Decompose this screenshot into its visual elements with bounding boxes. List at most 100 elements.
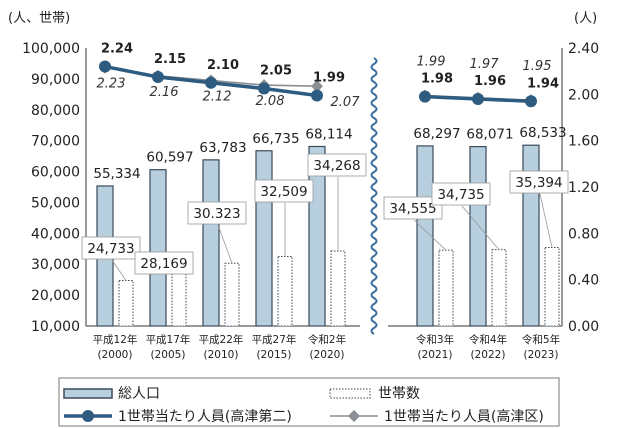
household-callout-box xyxy=(81,236,141,260)
household-bar xyxy=(277,255,293,327)
population-bar xyxy=(416,145,434,327)
population-value-label: 55,334 xyxy=(93,166,140,182)
population-bar xyxy=(255,150,273,327)
household-bar xyxy=(171,269,187,327)
left-tick-label: 80,000 xyxy=(31,103,80,119)
x-category-era: 令和5年 xyxy=(522,333,560,346)
household-callout-leader xyxy=(413,219,447,251)
x-category-year: (2020) xyxy=(310,349,345,361)
right-tick-label: 1.60 xyxy=(568,134,599,150)
household-callout-box xyxy=(187,201,247,225)
household-callout-leader xyxy=(461,205,500,250)
legend: 総人口 世帯数 1世帯当たり人員(高津第二) 1世帯当たり人員(高津区) xyxy=(58,377,560,427)
main-line-marker xyxy=(258,82,270,95)
household-value-label: 30.323 xyxy=(193,206,240,222)
ward-line-value-label: 1.95 xyxy=(523,59,552,74)
labels-group: 55,334 60,597 63,783 66,735 68,114 68,297 68,0… xyxy=(81,42,569,361)
population-value-label: 60,597 xyxy=(146,150,193,166)
left-axis-unit: (人、世帯) xyxy=(8,11,70,26)
left-tick-label: 30,000 xyxy=(31,257,80,273)
axes-group: (人、世帯) (人) 100,000 90,000 80,000 70,000 60,000… xyxy=(8,11,599,335)
x-category-era: 平成27年 xyxy=(252,333,297,346)
ward-line-value-label: 2.08 xyxy=(256,94,285,109)
population-value-label: 63,783 xyxy=(199,140,246,156)
left-tick-label: 10,000 xyxy=(31,319,80,335)
population-value-label: 68,114 xyxy=(305,126,352,142)
household-bar xyxy=(438,249,454,327)
household-callout-leader xyxy=(111,259,127,281)
main-line-value-label: 1.94 xyxy=(527,76,559,91)
right-axis-unit: (人) xyxy=(574,11,597,26)
household-value-label: 24,733 xyxy=(87,241,134,257)
legend-frame xyxy=(58,377,560,427)
main-line-marker xyxy=(99,60,111,73)
legend-population-label: 総人口 xyxy=(118,386,160,402)
main-line-marker xyxy=(311,89,323,102)
household-callout-box xyxy=(509,170,569,194)
main-line-marker xyxy=(152,70,164,83)
population-value-label: 68,071 xyxy=(466,127,513,143)
left-tick-label: 90,000 xyxy=(31,72,80,88)
x-category-era: 平成17年 xyxy=(146,333,191,346)
left-tick-label: 40,000 xyxy=(31,226,80,242)
left-tick-label: 70,000 xyxy=(31,134,80,150)
ward-line-value-label: 2.16 xyxy=(150,85,179,100)
household-bar xyxy=(544,247,560,327)
x-category-year: (2010) xyxy=(204,349,239,361)
left-tick-label: 60,000 xyxy=(31,165,80,181)
population-bar xyxy=(202,159,220,327)
household-callout-box xyxy=(254,179,314,203)
population-value-label: 66,735 xyxy=(252,131,299,147)
x-category-year: (2022) xyxy=(471,349,506,361)
household-callout-leader xyxy=(539,193,553,248)
lines-group xyxy=(99,60,537,108)
axis-break-mark xyxy=(370,57,378,335)
ward-line-value-label: 2.23 xyxy=(97,77,126,92)
ward-line-value-label: 1.99 xyxy=(417,54,446,69)
main-line-value-label: 2.15 xyxy=(154,52,186,67)
main-line-marker xyxy=(419,90,431,103)
legend-ward-line-label: 1世帯当たり人員(高津区) xyxy=(384,408,544,425)
x-category-era: 令和4年 xyxy=(469,333,507,346)
main-line-value-label: 2.05 xyxy=(260,64,292,79)
main-line-value-label: 2.24 xyxy=(101,42,133,57)
household-value-label: 34,268 xyxy=(313,158,360,174)
household-callout-box xyxy=(383,196,443,220)
population-value-label: 68,533 xyxy=(519,125,566,141)
right-tick-label: 0.40 xyxy=(568,273,599,289)
household-value-label: 35,394 xyxy=(515,175,562,191)
household-callout-box xyxy=(431,182,491,206)
x-category-year: (2005) xyxy=(151,349,186,361)
legend-household-label: 世帯数 xyxy=(378,386,420,402)
legend-main-line-marker xyxy=(82,410,94,422)
ward-line-value-label: 2.07 xyxy=(331,95,361,110)
household-bar xyxy=(224,262,240,327)
legend-household-swatch xyxy=(329,388,371,399)
main-line-value-label: 1.99 xyxy=(313,70,345,85)
legend-main-line-label: 1世帯当たり人員(高津第二) xyxy=(118,408,292,425)
household-callout-leader xyxy=(217,224,233,264)
x-category-era: 令和3年 xyxy=(416,333,454,346)
left-tick-label: 50,000 xyxy=(31,195,80,211)
right-tick-label: 2.00 xyxy=(568,87,599,103)
household-value-label: 32,509 xyxy=(260,184,307,200)
household-bar xyxy=(330,250,346,327)
x-category-era: 令和2年 xyxy=(308,333,346,346)
household-value-label: 34,555 xyxy=(389,201,436,217)
x-category-era: 平成22年 xyxy=(199,333,244,346)
left-tick-label: 100,000 xyxy=(22,41,80,57)
right-tick-label: 1.20 xyxy=(568,180,599,196)
household-value-label: 34,735 xyxy=(437,187,484,203)
household-callout-box xyxy=(134,251,194,275)
x-category-era: 平成12年 xyxy=(93,333,138,346)
main-line-marker xyxy=(525,95,537,108)
right-tick-label: 0.00 xyxy=(568,319,599,335)
main-line-value-label: 1.96 xyxy=(474,74,506,89)
x-category-year: (2015) xyxy=(257,349,292,361)
population-bar xyxy=(469,146,487,327)
legend-population-swatch xyxy=(63,388,113,399)
ward-line-value-label: 2.12 xyxy=(203,89,232,104)
main-line-marker xyxy=(472,92,484,105)
x-category-year: (2021) xyxy=(418,349,453,361)
